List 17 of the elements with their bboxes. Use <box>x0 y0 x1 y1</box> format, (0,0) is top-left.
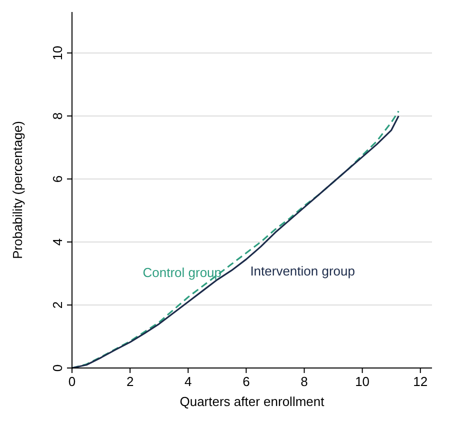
y-axis-title: Probability (percentage) <box>10 120 25 260</box>
x-tick-label: 6 <box>242 374 250 389</box>
y-tick-label: 4 <box>50 238 65 246</box>
y-tick-label: 0 <box>50 364 65 372</box>
y-tick-label: 2 <box>50 301 65 309</box>
y-tick-label: 8 <box>50 112 65 120</box>
series-label: Control group <box>142 265 222 280</box>
y-tick-label: 10 <box>50 46 65 60</box>
y-tick-label: 6 <box>50 175 65 183</box>
x-axis-title: Quarters after enrollment <box>180 394 325 409</box>
x-tick-label: 10 <box>355 374 370 389</box>
x-tick-label: 8 <box>300 374 308 389</box>
series-label: Intervention group <box>250 263 355 278</box>
x-tick-label: 4 <box>184 374 192 389</box>
x-tick-label: 2 <box>126 374 134 389</box>
x-tick-label: 0 <box>68 374 76 389</box>
x-tick-label: 12 <box>413 374 428 389</box>
